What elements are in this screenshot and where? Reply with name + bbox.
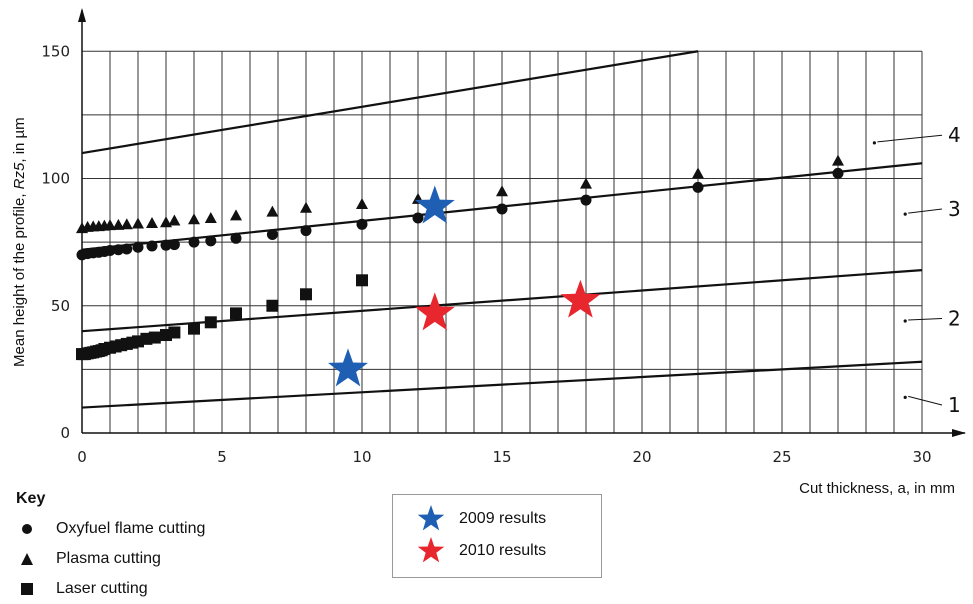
- star-marker-2010: [414, 292, 455, 331]
- oxyfuel-point: [104, 245, 116, 257]
- key-label-laser: Laser cutting: [56, 580, 148, 597]
- x-tick-label: 0: [77, 448, 87, 466]
- plasma-point: [146, 217, 158, 229]
- results-legend-2010: 2010 results: [415, 535, 601, 567]
- zone-label-1: 1: [948, 393, 961, 417]
- results-legend-2009-label: 2009 results: [459, 510, 547, 527]
- zone-label-4: 4: [948, 123, 961, 147]
- oxyfuel-point: [692, 181, 704, 193]
- zone-leader-line: [908, 395, 943, 406]
- oxyfuel-point: [168, 239, 180, 251]
- blue-star-icon: [417, 505, 445, 531]
- plasma-point: [300, 201, 312, 213]
- zone-leader-line: [908, 208, 943, 214]
- plasma-point: [160, 216, 172, 228]
- key-legend: Key Oxyfuel flame cutting Plasma cutting…: [16, 490, 205, 604]
- oxyfuel-point: [188, 236, 200, 248]
- laser-point: [266, 299, 279, 312]
- y-axis-arrow: [78, 8, 86, 22]
- plasma-point: [132, 217, 144, 229]
- plasma-point: [580, 177, 592, 189]
- y-axis-title-part: Rz5: [11, 162, 28, 189]
- zone-leader-dot: [903, 212, 907, 216]
- circle-marker-icon: [22, 524, 32, 534]
- key-item-laser: Laser cutting: [16, 574, 205, 604]
- red-star-icon: [417, 537, 445, 563]
- zone-leader-dot: [872, 141, 877, 145]
- y-tick-label: 50: [51, 297, 70, 315]
- triangle-marker-icon: [21, 553, 33, 565]
- square-marker-icon: [21, 583, 33, 595]
- star-marker-2009: [328, 348, 368, 387]
- x-axis-arrow: [952, 429, 966, 437]
- plasma-point: [266, 205, 279, 217]
- x-tick-label: 10: [352, 448, 371, 466]
- plasma-point: [230, 209, 242, 221]
- plasma-point: [832, 154, 844, 166]
- results-legend: 2009 results 2010 results: [392, 494, 602, 578]
- laser-point: [168, 326, 181, 339]
- zone-leader-dot: [903, 319, 907, 323]
- oxyfuel-point: [496, 203, 508, 215]
- zone-leader-line: [877, 134, 943, 143]
- x-tick-label: 25: [772, 448, 791, 466]
- plasma-point: [104, 219, 116, 231]
- laser-point: [188, 322, 200, 335]
- plasma-point: [496, 185, 508, 197]
- results-legend-2010-label: 2010 results: [459, 542, 547, 559]
- plasma-point: [112, 218, 125, 230]
- plasma-point: [692, 167, 704, 179]
- oxyfuel-point: [112, 244, 124, 256]
- y-axis-title-part: , in µm: [11, 117, 28, 162]
- y-axis-title-part: Mean height of the profile,: [11, 189, 28, 367]
- plasma-point: [204, 211, 217, 223]
- y-tick-label: 0: [60, 424, 70, 442]
- x-tick-label: 20: [632, 448, 651, 466]
- zone-leader-dot: [903, 395, 907, 399]
- star-marker-2010: [560, 279, 601, 318]
- oxyfuel-point: [121, 243, 133, 255]
- y-axis-title: Mean height of the profile, Rz5, in µm: [11, 117, 28, 367]
- oxyfuel-point: [230, 232, 242, 244]
- y-tick-label: 100: [41, 170, 70, 188]
- zone-leader-line: [908, 317, 943, 321]
- x-axis-title: Cut thickness, a, in mm: [799, 480, 955, 497]
- laser-point: [356, 274, 368, 287]
- zone-line-4: [81, 50, 699, 155]
- plasma-point: [168, 214, 181, 226]
- oxyfuel-point: [580, 194, 592, 206]
- plasma-point: [120, 218, 133, 230]
- y-tick-label: 150: [41, 42, 70, 60]
- x-tick-label: 15: [492, 448, 511, 466]
- key-title: Key: [16, 490, 46, 507]
- oxyfuel-point: [412, 212, 424, 224]
- laser-point: [300, 288, 312, 301]
- oxyfuel-point: [832, 167, 844, 179]
- key-label-plasma: Plasma cutting: [56, 550, 161, 567]
- zone-line-2: [81, 269, 923, 333]
- key-label-oxyfuel: Oxyfuel flame cutting: [56, 520, 206, 537]
- x-tick-label: 5: [217, 448, 227, 466]
- plasma-point: [188, 213, 200, 225]
- oxyfuel-point: [300, 225, 312, 237]
- oxyfuel-point: [146, 240, 158, 252]
- key-item-plasma: Plasma cutting: [16, 544, 205, 574]
- zone-label-3: 3: [948, 197, 961, 221]
- x-tick-label: 30: [912, 448, 931, 466]
- oxyfuel-point: [160, 239, 172, 251]
- oxyfuel-point: [132, 241, 144, 253]
- zone-line-1: [81, 360, 923, 409]
- plasma-point: [356, 197, 368, 209]
- star-marker-2009: [414, 185, 455, 224]
- key-item-oxyfuel: Oxyfuel flame cutting: [16, 514, 205, 544]
- oxyfuel-point: [266, 228, 278, 240]
- laser-point: [148, 331, 161, 344]
- oxyfuel-point: [356, 218, 368, 230]
- laser-point: [204, 316, 217, 329]
- results-legend-2009: 2009 results: [415, 503, 601, 535]
- laser-point: [230, 307, 242, 320]
- zone-label-2: 2: [948, 306, 961, 330]
- oxyfuel-point: [205, 235, 217, 247]
